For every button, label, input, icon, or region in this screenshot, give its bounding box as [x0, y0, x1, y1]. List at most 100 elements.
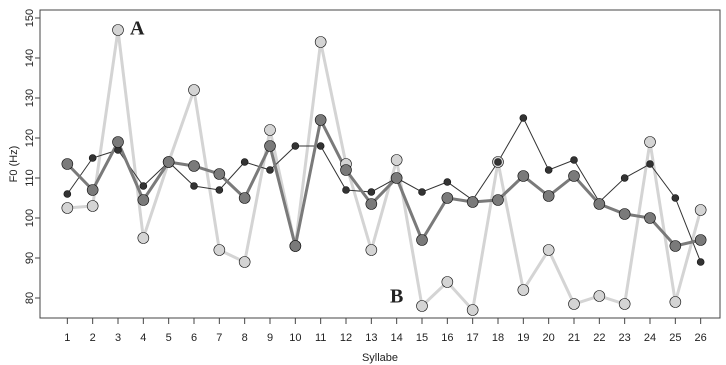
data-point	[365, 198, 378, 210]
data-point	[620, 174, 629, 182]
x-tick-label: 8	[242, 332, 248, 344]
x-tick-label: 12	[340, 332, 352, 344]
data-point	[188, 84, 200, 96]
data-point	[542, 190, 555, 202]
x-tick-label: 16	[441, 332, 453, 344]
x-tick-label: 1	[64, 332, 70, 344]
data-point	[416, 234, 428, 246]
x-tick-label: 23	[619, 332, 631, 344]
data-point	[61, 158, 74, 170]
data-point	[213, 244, 226, 256]
x-tick-label: 22	[593, 332, 605, 344]
data-point	[291, 142, 300, 150]
x-tick-label: 7	[216, 332, 222, 344]
data-point	[238, 256, 251, 268]
series-line	[66, 116, 702, 263]
data-point	[593, 290, 606, 302]
data-point	[342, 186, 350, 194]
data-point	[466, 304, 479, 316]
x-tick-label: 2	[90, 332, 96, 344]
data-point	[215, 186, 224, 194]
annotation: A	[130, 18, 145, 40]
x-tick-label: 15	[416, 332, 428, 344]
data-point	[519, 114, 528, 122]
data-point	[390, 154, 403, 166]
data-point	[671, 194, 680, 202]
x-tick-label: 21	[568, 332, 580, 344]
data-point	[240, 158, 249, 166]
data-point	[86, 184, 99, 196]
data-point	[593, 198, 606, 210]
data-point	[570, 156, 578, 164]
data-point	[517, 284, 530, 296]
data-point	[190, 182, 198, 190]
data-point	[618, 208, 631, 220]
x-tick-label: 4	[140, 332, 146, 344]
data-point	[618, 298, 631, 310]
x-tick-label: 9	[267, 332, 273, 344]
data-point	[112, 136, 124, 148]
data-point	[669, 296, 682, 308]
y-tick-label: 80	[24, 292, 36, 304]
x-tick-label: 11	[315, 332, 326, 344]
data-point	[137, 194, 150, 206]
data-point	[494, 158, 502, 166]
x-tick-label: 14	[391, 332, 403, 344]
data-point	[314, 114, 327, 126]
x-tick-label: 19	[517, 332, 529, 344]
data-point	[61, 202, 74, 214]
y-tick-label: 150	[24, 9, 36, 27]
y-tick-label: 100	[24, 209, 36, 227]
data-point	[188, 160, 200, 172]
data-point	[441, 192, 454, 204]
y-tick-label: 130	[24, 89, 36, 107]
x-tick-label: 10	[289, 332, 301, 344]
data-point	[314, 36, 327, 48]
y-axis-label: F0 (Hz)	[8, 146, 20, 183]
data-point	[365, 244, 378, 256]
data-point	[568, 298, 580, 310]
x-tick-label: 5	[166, 332, 172, 344]
data-point	[418, 188, 426, 196]
x-tick-label: 26	[695, 332, 707, 344]
y-tick-label: 120	[24, 129, 36, 147]
data-point	[137, 232, 150, 244]
data-point	[443, 178, 452, 186]
data-point	[367, 188, 376, 196]
x-tick-label: 24	[644, 332, 656, 344]
data-point	[266, 166, 274, 174]
data-point	[568, 170, 580, 182]
data-point	[466, 196, 479, 208]
data-point	[213, 168, 226, 180]
data-point	[696, 258, 705, 266]
data-point	[316, 142, 325, 150]
data-point	[390, 172, 403, 184]
data-point	[63, 190, 72, 198]
x-tick-label: 3	[115, 332, 121, 344]
y-tick-label: 140	[24, 49, 36, 67]
y-tick-label: 110	[24, 169, 36, 187]
data-point	[289, 240, 302, 252]
data-point	[238, 192, 251, 204]
data-point	[694, 234, 707, 246]
data-point	[544, 166, 553, 174]
data-point	[88, 154, 97, 162]
data-point	[441, 276, 454, 288]
data-point	[669, 240, 682, 252]
x-tick-label: 13	[365, 332, 377, 344]
x-tick-label: 18	[492, 332, 504, 344]
data-point	[492, 194, 504, 206]
data-point	[644, 136, 656, 148]
data-point	[517, 170, 530, 182]
data-point	[694, 204, 707, 216]
y-tick-label: 90	[24, 252, 36, 264]
x-tick-label: 17	[467, 332, 479, 344]
x-tick-label: 20	[543, 332, 555, 344]
data-point	[340, 164, 352, 176]
data-point	[416, 300, 428, 312]
data-point	[162, 156, 175, 168]
data-point	[264, 140, 276, 152]
plot-frame	[39, 9, 721, 319]
data-point	[86, 200, 99, 212]
